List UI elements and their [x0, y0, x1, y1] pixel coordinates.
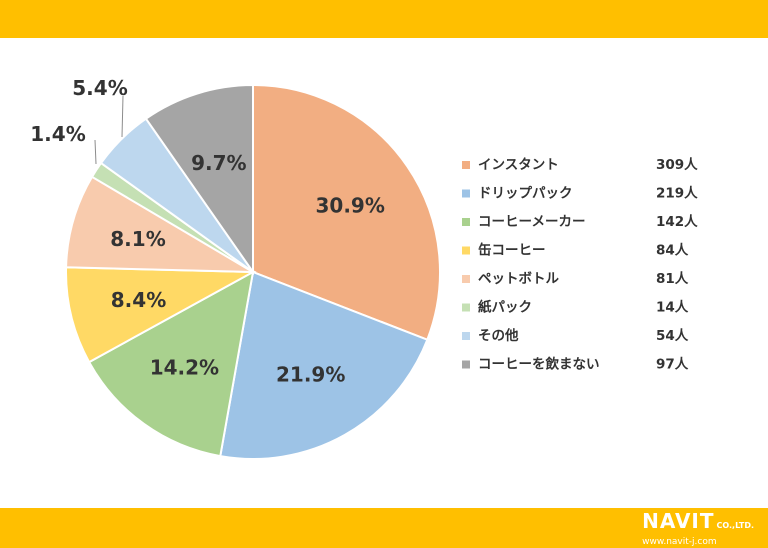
slice-percent-label: 8.1%: [110, 227, 165, 251]
pie-slice-2: [219, 270, 429, 460]
legend-label: その他: [478, 327, 519, 344]
leader-line: [94, 139, 97, 165]
slice-percent-label: 9.7%: [191, 151, 246, 175]
logo-name: NAVIT CO.,LTD.: [642, 509, 754, 533]
legend-count: 97人: [656, 357, 689, 373]
legend-label: 紙パック: [478, 299, 532, 316]
pie-slice-3: [87, 270, 255, 458]
legend-count: 14人: [656, 300, 689, 316]
pie-slice-4: [65, 266, 257, 364]
legend-label: ペットボトル: [478, 271, 559, 287]
slice-percent-label: 30.9%: [316, 194, 385, 218]
legend-label: コーヒーメーカー: [478, 214, 585, 230]
slice-percent-label: 14.2%: [150, 356, 219, 380]
legend-swatch: [462, 275, 470, 283]
legend-swatch: [462, 360, 470, 369]
leader-line: [121, 95, 124, 138]
company-logo: NAVIT CO.,LTD. www.navit-j.com: [642, 510, 754, 548]
bottom-banner: [0, 508, 768, 548]
legend-swatch: [462, 332, 470, 340]
pie-slice-1: [252, 83, 441, 342]
top-banner: [0, 0, 768, 38]
legend-swatch: [462, 189, 470, 198]
legend-swatch: [462, 246, 470, 255]
slice-percent-label: 5.4%: [72, 76, 127, 100]
pie-slice-5: [65, 175, 257, 274]
legend-count: 142人: [656, 214, 698, 230]
legend-count: 84人: [656, 243, 689, 259]
slice-percent-label: 8.4%: [111, 288, 166, 312]
legend-swatch: [462, 161, 470, 169]
slice-percent-label: 21.9%: [276, 363, 345, 387]
pie-slice-8: [144, 83, 254, 276]
legend-count: 81人: [656, 271, 689, 287]
legend-label: コーヒーを飲まない: [478, 356, 600, 373]
legend-count: 219人: [656, 186, 698, 202]
legend-swatch: [462, 303, 470, 312]
legend-count: 309人: [656, 157, 698, 173]
legend-label: 缶コーヒー: [478, 242, 546, 259]
slice-percent-label: 1.4%: [30, 122, 85, 146]
legend-label: インスタント: [478, 157, 559, 173]
legend-count: 54人: [656, 328, 689, 344]
company-url: www.navit-j.com: [642, 537, 717, 547]
legend-swatch: [462, 218, 470, 226]
legend-label: ドリップパック: [478, 186, 573, 202]
